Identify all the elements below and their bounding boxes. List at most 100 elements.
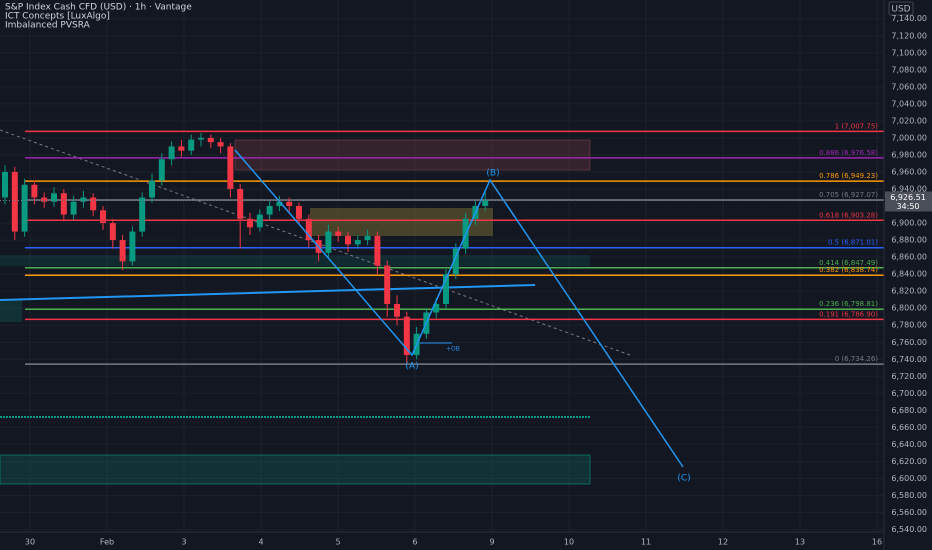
y-tick-label: 6,860.00 bbox=[891, 253, 927, 262]
candle-body bbox=[335, 231, 342, 236]
candle-body bbox=[266, 206, 273, 215]
candle-body bbox=[217, 142, 224, 147]
x-tick-label: 16 bbox=[872, 538, 882, 547]
y-tick-label: 6,880.00 bbox=[891, 236, 927, 245]
y-tick-label: 7,140.00 bbox=[891, 14, 927, 23]
y-tick-label: 6,740.00 bbox=[891, 355, 927, 364]
last-price-tag bbox=[885, 191, 932, 212]
candle-body bbox=[100, 210, 106, 224]
zones bbox=[0, 129, 631, 485]
fib-label: 0.236 (6,798.81) bbox=[819, 300, 878, 308]
currency[interactable]: USD bbox=[891, 5, 910, 15]
fib-label: 1 (7,007.75) bbox=[835, 122, 879, 130]
candle-body bbox=[11, 171, 18, 232]
candle-body bbox=[276, 201, 283, 207]
x-tick-label: Feb bbox=[100, 538, 114, 547]
y-axis: 7,140.00 7,120.00 7,100.00 7,080.00 7,060.00… bbox=[0, 14, 932, 534]
candle-body bbox=[296, 206, 302, 219]
x-tick-label: 5 bbox=[335, 538, 340, 547]
indicator-name: ICT Concepts [LuxAlgo] bbox=[5, 12, 110, 22]
currency-button[interactable] bbox=[888, 1, 914, 16]
candle-body bbox=[51, 193, 57, 202]
y-tick-label: 6,760.00 bbox=[891, 338, 927, 347]
wave-label: (C) bbox=[677, 474, 690, 484]
fib-label: 0.5 (6,871.01) bbox=[828, 239, 878, 247]
candle-body bbox=[364, 235, 371, 241]
fib-label: 0.382 (6,838.74) bbox=[819, 266, 878, 274]
candle-body bbox=[139, 197, 146, 232]
candle-body bbox=[384, 265, 391, 304]
x-axis: 30 Feb 3 4 5 6 9 10 11 12 13 16 bbox=[25, 538, 882, 547]
elliott-wave bbox=[234, 149, 684, 468]
y-tick-label: 7,000.00 bbox=[891, 133, 927, 142]
fib-label: 0.618 (6,903.28) bbox=[819, 211, 878, 219]
y-tick-label: 6,960.00 bbox=[891, 167, 927, 176]
fvg-zone bbox=[310, 208, 493, 236]
candle-body bbox=[482, 200, 489, 207]
candle-body bbox=[178, 146, 185, 151]
y-tick-label: 6,580.00 bbox=[891, 491, 927, 500]
y-tick-label: 6,720.00 bbox=[891, 372, 927, 381]
candle-body bbox=[41, 197, 48, 202]
y-tick-label: 6,700.00 bbox=[891, 389, 927, 398]
indicator-name: Imbalanced PVSRA bbox=[5, 21, 91, 31]
candle-body bbox=[207, 137, 214, 143]
candle-body bbox=[452, 248, 459, 275]
y-tick-label: 6,940.00 bbox=[891, 185, 927, 194]
fib-label: 0.191 (6,786.90) bbox=[819, 310, 878, 318]
y-tick-label: 6,780.00 bbox=[891, 321, 927, 330]
bullish-order-block bbox=[0, 454, 591, 485]
candle-body bbox=[403, 316, 410, 356]
x-tick-label: 3 bbox=[181, 538, 186, 547]
candle-body bbox=[90, 197, 97, 211]
y-tick-label: 6,540.00 bbox=[891, 525, 927, 534]
y-tick-label: 6,660.00 bbox=[891, 423, 927, 432]
x-tick-label: 11 bbox=[641, 538, 651, 547]
countdown: 34:50 bbox=[896, 202, 919, 211]
candle-body bbox=[60, 193, 67, 215]
y-tick-label: 7,060.00 bbox=[891, 82, 927, 91]
price-axis bbox=[884, 0, 932, 550]
candle-body bbox=[149, 180, 155, 198]
last-price: 6,926.51 bbox=[890, 193, 926, 202]
candle-body bbox=[433, 303, 440, 313]
candle-body bbox=[305, 218, 312, 241]
x-tick-label: 30 bbox=[25, 538, 35, 547]
candle-body bbox=[80, 197, 87, 202]
bullish-zone bbox=[0, 300, 22, 322]
y-tick-label: 6,800.00 bbox=[891, 304, 927, 313]
y-tick-label: 6,600.00 bbox=[891, 474, 927, 483]
y-tick-label: 7,040.00 bbox=[891, 99, 927, 108]
y-tick-label: 6,620.00 bbox=[891, 457, 927, 466]
y-tick-label: 7,120.00 bbox=[891, 31, 927, 40]
wave-label: (A) bbox=[405, 362, 418, 372]
candle-body bbox=[188, 139, 195, 151]
fib-label: 0 (6,734.26) bbox=[835, 355, 879, 363]
x-tick-label: 10 bbox=[564, 538, 574, 547]
candle-body bbox=[109, 223, 116, 241]
y-tick-label: 6,900.00 bbox=[891, 219, 927, 228]
candle-body bbox=[286, 201, 293, 207]
candle-body bbox=[129, 231, 136, 262]
y-tick-label: 7,080.00 bbox=[891, 65, 927, 74]
fib-label: 0.886 (6,976.58) bbox=[819, 149, 878, 157]
fib-label: 0.705 (6,927.07) bbox=[819, 191, 878, 199]
y-tick-label: 6,820.00 bbox=[891, 287, 927, 296]
candle-body bbox=[237, 189, 244, 219]
x-tick-label: 13 bbox=[795, 538, 805, 547]
x-tick-label: 6 bbox=[412, 538, 417, 547]
y-tick-label: 6,680.00 bbox=[891, 406, 927, 415]
candle-body bbox=[354, 240, 361, 245]
candle-body bbox=[168, 146, 175, 160]
candle-body bbox=[345, 235, 351, 245]
bearish-order-block bbox=[234, 139, 591, 171]
x-tick-label: 9 bbox=[489, 538, 494, 547]
candle-body bbox=[227, 146, 234, 190]
x-tick-label: 12 bbox=[718, 538, 728, 547]
symbol-title: S&P Index Cash CFD (USD) · 1h · Vantage bbox=[5, 3, 192, 13]
candle-body bbox=[158, 159, 165, 181]
y-tick-label: 6,560.00 bbox=[891, 508, 927, 517]
wave-label: (B) bbox=[486, 169, 499, 179]
